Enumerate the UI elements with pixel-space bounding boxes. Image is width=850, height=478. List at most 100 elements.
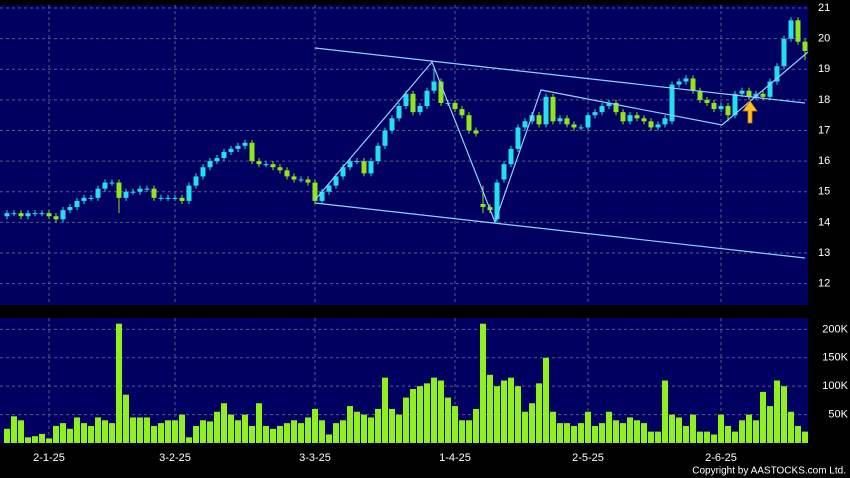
volume-bar [284, 423, 290, 443]
candle-body [277, 167, 283, 171]
arrow [742, 100, 758, 124]
volume-bar [564, 423, 570, 443]
volume-bar [669, 414, 675, 443]
volume-tick-label: 100K [822, 380, 848, 392]
volume-bar [410, 389, 416, 443]
candle-body [627, 115, 633, 122]
copyright: Copyright by AASTOCKS.com Ltd. [692, 466, 846, 477]
candle-body [193, 176, 199, 186]
candle-body [256, 161, 262, 165]
y-tick-label: 14 [818, 216, 830, 228]
candle-body [480, 203, 486, 208]
x-tick-label: 3-3-25 [299, 452, 331, 464]
volume-bar [319, 420, 325, 443]
volume-bar [585, 411, 591, 443]
volume-bar [347, 406, 353, 443]
candle-body [690, 78, 696, 91]
volume-bar [270, 428, 276, 443]
volume-bar [291, 420, 297, 443]
volume-bar [32, 436, 38, 443]
candle-body [11, 213, 17, 215]
x-tick-label: 3-2-25 [159, 452, 191, 464]
candle-body [249, 142, 255, 162]
volume-bar [158, 423, 164, 443]
candle-body [291, 176, 297, 180]
x-tick-label: 1-4-25 [439, 452, 471, 464]
candle-body [704, 99, 710, 103]
volume-bar [711, 434, 717, 443]
volume-bar [417, 386, 423, 443]
candle-body [641, 118, 647, 122]
candle-body [263, 164, 269, 166]
candle-body [88, 197, 94, 199]
candle-body [410, 93, 416, 113]
candle-body [459, 109, 465, 116]
volume-bar [81, 423, 87, 443]
candle-body [32, 213, 38, 215]
candle-body [431, 81, 437, 91]
volume-bar [60, 423, 66, 443]
volume-bar [494, 386, 500, 443]
volume-bar [368, 417, 374, 443]
volume-bar [802, 431, 808, 443]
y-tick-label: 13 [818, 247, 830, 259]
volume-bar [466, 420, 472, 443]
volume-bar [557, 423, 563, 443]
candle-body [305, 179, 311, 183]
volume-bar [4, 428, 10, 443]
candle-body [452, 102, 458, 110]
volume-bar [480, 323, 486, 443]
candle-body [634, 115, 640, 119]
candle-body [18, 213, 24, 217]
volume-bar [431, 377, 437, 443]
candle-body [494, 182, 500, 220]
volume-bar [508, 377, 514, 443]
volume-bar [690, 414, 696, 443]
volume-bar [396, 414, 402, 443]
candle-body [501, 164, 507, 180]
candle-body [109, 182, 115, 184]
candle-body [312, 182, 318, 201]
candle-body [571, 124, 577, 128]
volume-bar [536, 383, 542, 443]
volume-bar [340, 420, 346, 443]
candle-body [662, 118, 668, 125]
candle-body [361, 161, 367, 174]
volume-bar [375, 408, 381, 443]
volume-bar [620, 423, 626, 443]
volume-bar [200, 420, 206, 443]
candle-body [515, 127, 521, 149]
y-tick-label: 17 [818, 124, 830, 136]
volume-bar [403, 397, 409, 443]
candle-body [340, 167, 346, 177]
candle-body [725, 106, 731, 116]
candle-body [130, 191, 136, 193]
y-tick-label: 18 [818, 94, 830, 106]
volume-bar [760, 391, 766, 443]
volume-bar [326, 434, 332, 443]
volume-bar [137, 417, 143, 443]
candle-body [151, 188, 157, 198]
candle-body [739, 90, 745, 94]
volume-bar [452, 406, 458, 443]
candle-body [95, 188, 101, 198]
volume-bar [739, 420, 745, 443]
volume-bar [305, 417, 311, 443]
candle-body [529, 115, 535, 122]
volume-bar [109, 423, 115, 443]
candle-body [564, 118, 570, 125]
candle-body [599, 106, 605, 113]
candle-body [53, 216, 59, 220]
volume-bar [522, 411, 528, 443]
candle-body [669, 84, 675, 122]
volume-bar [123, 394, 129, 443]
y-tick-label: 19 [818, 63, 830, 75]
candle-body [200, 167, 206, 177]
candle-body [158, 197, 164, 199]
volume-tick-label: 200K [822, 323, 848, 335]
volume-bar [382, 377, 388, 443]
candle-body [172, 197, 178, 199]
volume-bar [221, 403, 227, 443]
volume-bar [242, 414, 248, 443]
